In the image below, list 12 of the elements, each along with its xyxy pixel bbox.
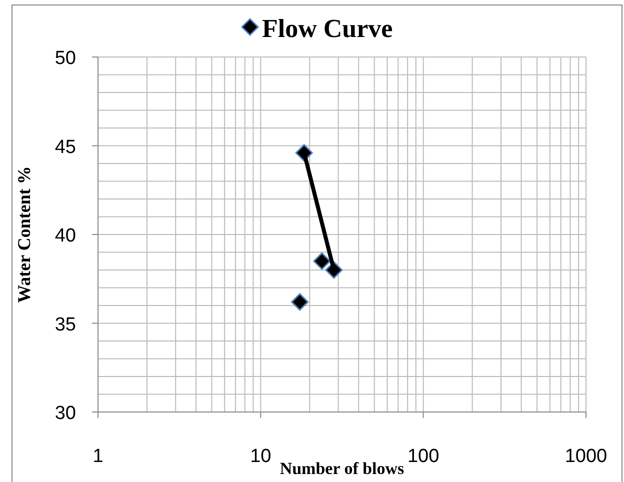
x-tick-label: 10 — [250, 446, 272, 467]
y-tick-label: 30 — [54, 403, 76, 424]
x-axis-title: Number of blows — [280, 459, 405, 478]
x-tick-label: 1000 — [564, 446, 608, 467]
y-tick-label: 35 — [54, 314, 76, 336]
y-tick-label: 50 — [54, 48, 76, 69]
y-axis-title: Water Content % — [14, 166, 34, 303]
y-tick-label: 40 — [54, 226, 76, 246]
x-tick-label: 100 — [407, 446, 440, 467]
x-tick-label: 1 — [92, 446, 104, 467]
legend-label: Flow Curve — [262, 14, 393, 43]
y-tick-label: 45 — [54, 136, 76, 158]
